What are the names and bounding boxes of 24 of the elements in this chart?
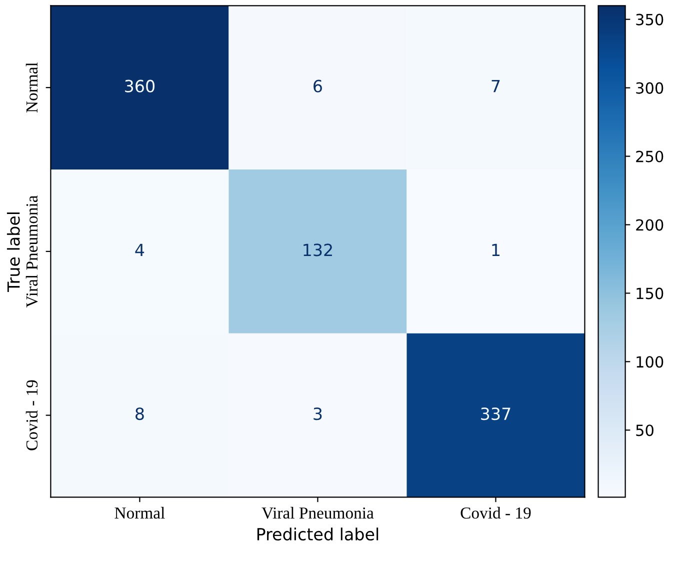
y-tick-label: Viral Pneumonia <box>26 195 38 308</box>
x-tick-label: Normal <box>114 506 165 519</box>
color-bar-label: 300 <box>636 82 664 94</box>
data-label: 360 <box>125 80 155 92</box>
y-tick-label: Covid - 19 <box>26 380 38 450</box>
data-label: 8 <box>136 408 144 420</box>
x-tick-label: Covid - 19 <box>460 506 531 519</box>
color-bar-label: 350 <box>636 14 664 26</box>
color-bar-label: 250 <box>636 150 664 162</box>
data-label: 337 <box>481 408 510 420</box>
x-axis-title: Predicted label <box>257 528 378 540</box>
data-label: 3 <box>314 408 322 420</box>
x-tick-label: Viral Pneumonia <box>262 506 374 519</box>
data-label: 132 <box>304 244 332 256</box>
data-label: 4 <box>135 244 144 256</box>
y-axis-title: True label <box>6 212 20 292</box>
color-bar-label: 150 <box>636 288 664 300</box>
color-bar-label: 200 <box>636 219 664 231</box>
color-bar-label: 50 <box>636 424 654 436</box>
y-tick-label: Normal <box>26 62 38 113</box>
color-bar-label: 100 <box>636 356 664 368</box>
data-label: 6 <box>314 80 322 92</box>
data-label: 7 <box>492 80 500 92</box>
data-label: 1 <box>492 244 500 256</box>
